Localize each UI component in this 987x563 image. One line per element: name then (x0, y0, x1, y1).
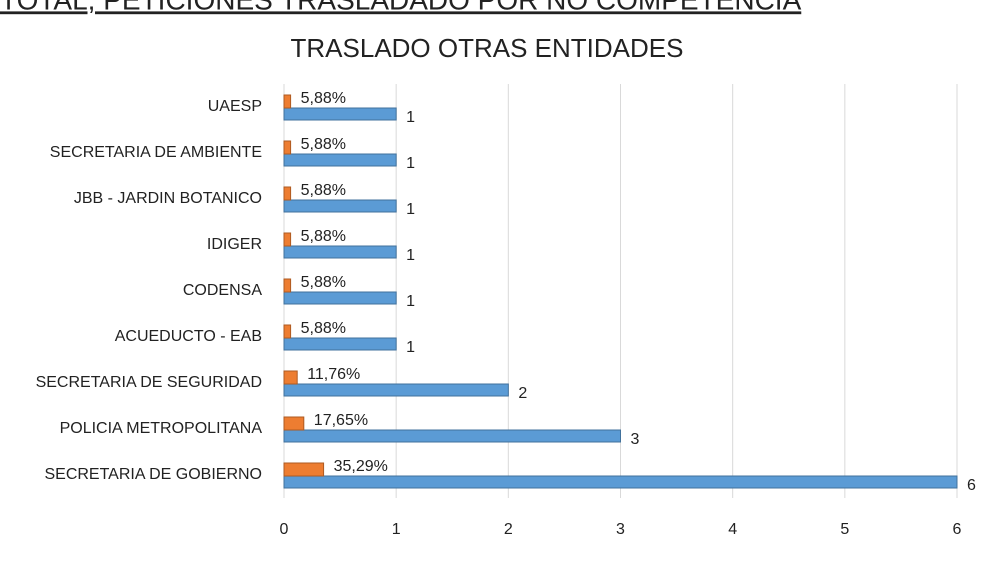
value-label: 11,76% (307, 366, 360, 383)
x-tick-label: 2 (504, 521, 513, 538)
value-label: 5,88% (301, 228, 346, 245)
value-label: 5,88% (301, 90, 346, 107)
bar (283, 429, 621, 443)
value-label: 17,65% (314, 412, 368, 429)
bar (283, 245, 397, 259)
y-tick-label: SECRETARIA DE SEGURIDAD (36, 374, 262, 391)
value-label: 1 (406, 201, 415, 218)
x-tick-label: 0 (280, 521, 289, 538)
value-label: 35,29% (334, 458, 388, 475)
bar (283, 291, 397, 305)
y-tick-label: SECRETARIA DE GOBIERNO (44, 466, 262, 483)
x-tick-label: 6 (953, 521, 962, 538)
value-label: 1 (406, 293, 415, 310)
x-tick-label: 3 (616, 521, 625, 538)
bar (283, 153, 397, 167)
y-tick-label: CODENSA (183, 282, 262, 299)
value-label: 1 (406, 339, 415, 356)
x-tick-label: 4 (728, 521, 737, 538)
bar (283, 278, 292, 293)
value-label: 6 (967, 477, 976, 494)
value-label: 2 (518, 385, 527, 402)
x-tick-label: 1 (392, 521, 401, 538)
bar (283, 383, 509, 397)
value-label: 5,88% (301, 182, 346, 199)
bar (283, 199, 397, 213)
y-tick-label: ACUEDUCTO - EAB (115, 328, 262, 345)
bar (283, 370, 298, 385)
value-label: 1 (406, 155, 415, 172)
bar (283, 107, 397, 121)
bar (283, 416, 305, 431)
y-tick-label: UAESP (208, 98, 262, 115)
bar (283, 94, 292, 109)
value-label: 5,88% (301, 136, 346, 153)
bar (283, 140, 292, 155)
bar (283, 232, 292, 247)
value-label: 5,88% (301, 320, 346, 337)
value-label: 1 (406, 247, 415, 264)
bar (283, 475, 958, 489)
bar (283, 324, 292, 339)
y-tick-label: IDIGER (207, 236, 262, 253)
x-tick-label: 5 (840, 521, 849, 538)
heading: TOTAL, PETICIONES TRASLADADO POR NO COMP… (0, 0, 802, 15)
y-tick-label: POLICIA METROPOLITANA (60, 420, 263, 437)
y-tick-label: JBB - JARDIN BOTANICO (74, 190, 262, 207)
chart-title: TRASLADO OTRAS ENTIDADES (291, 33, 684, 63)
value-label: 3 (631, 431, 640, 448)
bar (283, 337, 397, 351)
bar (283, 186, 292, 201)
bar (283, 462, 325, 477)
value-label: 5,88% (301, 274, 346, 291)
y-tick-label: SECRETARIA DE AMBIENTE (50, 144, 262, 161)
value-label: 1 (406, 109, 415, 126)
